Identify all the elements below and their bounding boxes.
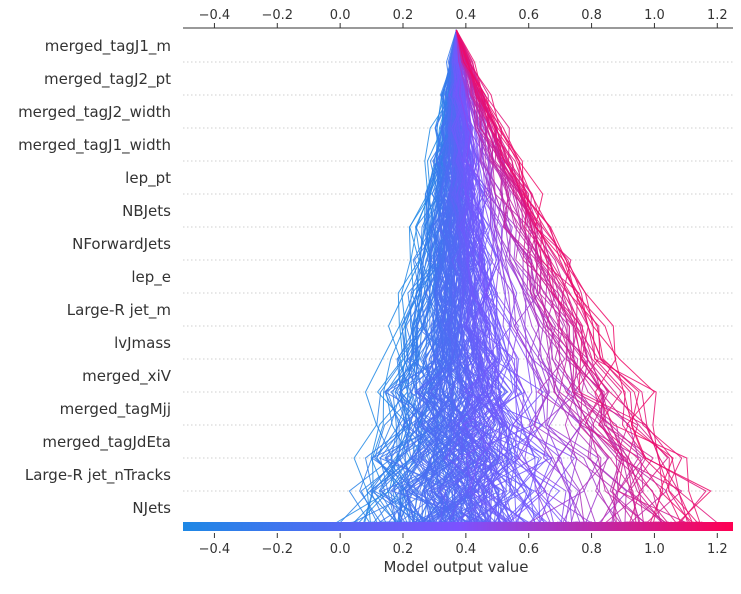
- top-tick-label: 0.8: [581, 8, 602, 23]
- decision-line: [455, 29, 670, 526]
- decision-line: [455, 29, 695, 526]
- feature-label: merged_tagMjj: [60, 400, 171, 419]
- decision-line: [455, 29, 703, 525]
- feature-label: Large-R jet_nTracks: [25, 466, 171, 485]
- decision-line: [455, 29, 679, 525]
- decision-line: [455, 29, 684, 525]
- decision-line: [453, 29, 551, 525]
- decision-line: [455, 29, 712, 525]
- feature-label: merged_tagJ2_width: [18, 103, 171, 122]
- decision-line: [455, 29, 680, 525]
- bottom-tick-label: −0.4: [199, 542, 231, 557]
- top-tick-label: 0.2: [393, 8, 414, 23]
- top-tick-label: −0.4: [199, 8, 231, 23]
- decision-line: [455, 29, 624, 525]
- feature-label: merged_tagJ1_width: [18, 136, 171, 155]
- decision-line: [455, 29, 691, 525]
- decision-line: [455, 29, 629, 525]
- feature-label: merged_tagJ1_m: [45, 37, 171, 56]
- top-tick-label: 1.2: [707, 8, 728, 23]
- feature-label: merged_tagJ2_pt: [44, 70, 171, 89]
- decision-line: [416, 29, 470, 525]
- bottom-tick-label: 1.0: [644, 542, 665, 557]
- output-colorbar: [183, 522, 733, 531]
- feature-label: NJets: [132, 499, 171, 517]
- top-tick-label: −0.2: [261, 8, 293, 23]
- colorbar-gradient: [183, 522, 733, 531]
- bottom-tick-label: 0.6: [518, 542, 539, 557]
- bottom-tick-label: 0.8: [581, 542, 602, 557]
- decision-line: [455, 29, 648, 525]
- bottom-tick-label: 0.0: [330, 542, 351, 557]
- decision-line: [455, 29, 573, 525]
- decision-line: [455, 29, 662, 525]
- top-axis-ticks: −0.4 −0.2 0.0 0.2 0.4 0.6 0.8 1.0 1.2: [199, 8, 728, 28]
- bottom-tick-label: −0.2: [261, 542, 293, 557]
- decision-line: [455, 29, 689, 525]
- x-axis-title: Model output value: [383, 558, 528, 576]
- decision-line: [455, 29, 642, 525]
- top-tick-label: 0.6: [518, 8, 539, 23]
- bottom-tick-label: 0.2: [393, 542, 414, 557]
- feature-label: Large-R jet_m: [67, 301, 171, 320]
- decision-line: [455, 29, 570, 525]
- feature-label: NForwardJets: [72, 235, 171, 253]
- decision-line: [455, 29, 594, 525]
- decision-line: [455, 29, 553, 525]
- bottom-tick-label: 0.4: [456, 542, 477, 557]
- decision-line: [455, 29, 576, 525]
- feature-label: merged_xiV: [82, 367, 172, 386]
- decision-line: [452, 29, 506, 525]
- bottom-tick-label: 1.2: [707, 542, 728, 557]
- feature-label: lvJmass: [114, 334, 171, 352]
- top-tick-label: 0.0: [330, 8, 351, 23]
- top-tick-label: 1.0: [644, 8, 665, 23]
- decision-line: [455, 29, 580, 525]
- feature-label: lep_pt: [125, 169, 171, 188]
- top-tick-label: 0.4: [456, 8, 477, 23]
- feature-label: NBJets: [122, 202, 171, 220]
- bottom-axis-ticks: −0.4 −0.2 0.0 0.2 0.4 0.6 0.8 1.0 1.2: [199, 533, 728, 557]
- feature-labels: merged_tagJ1_m merged_tagJ2_pt merged_tagJ…: [18, 37, 172, 517]
- decision-lines: [333, 29, 721, 526]
- feature-label: lep_e: [131, 268, 171, 287]
- feature-label: merged_tagJdEta: [42, 433, 171, 452]
